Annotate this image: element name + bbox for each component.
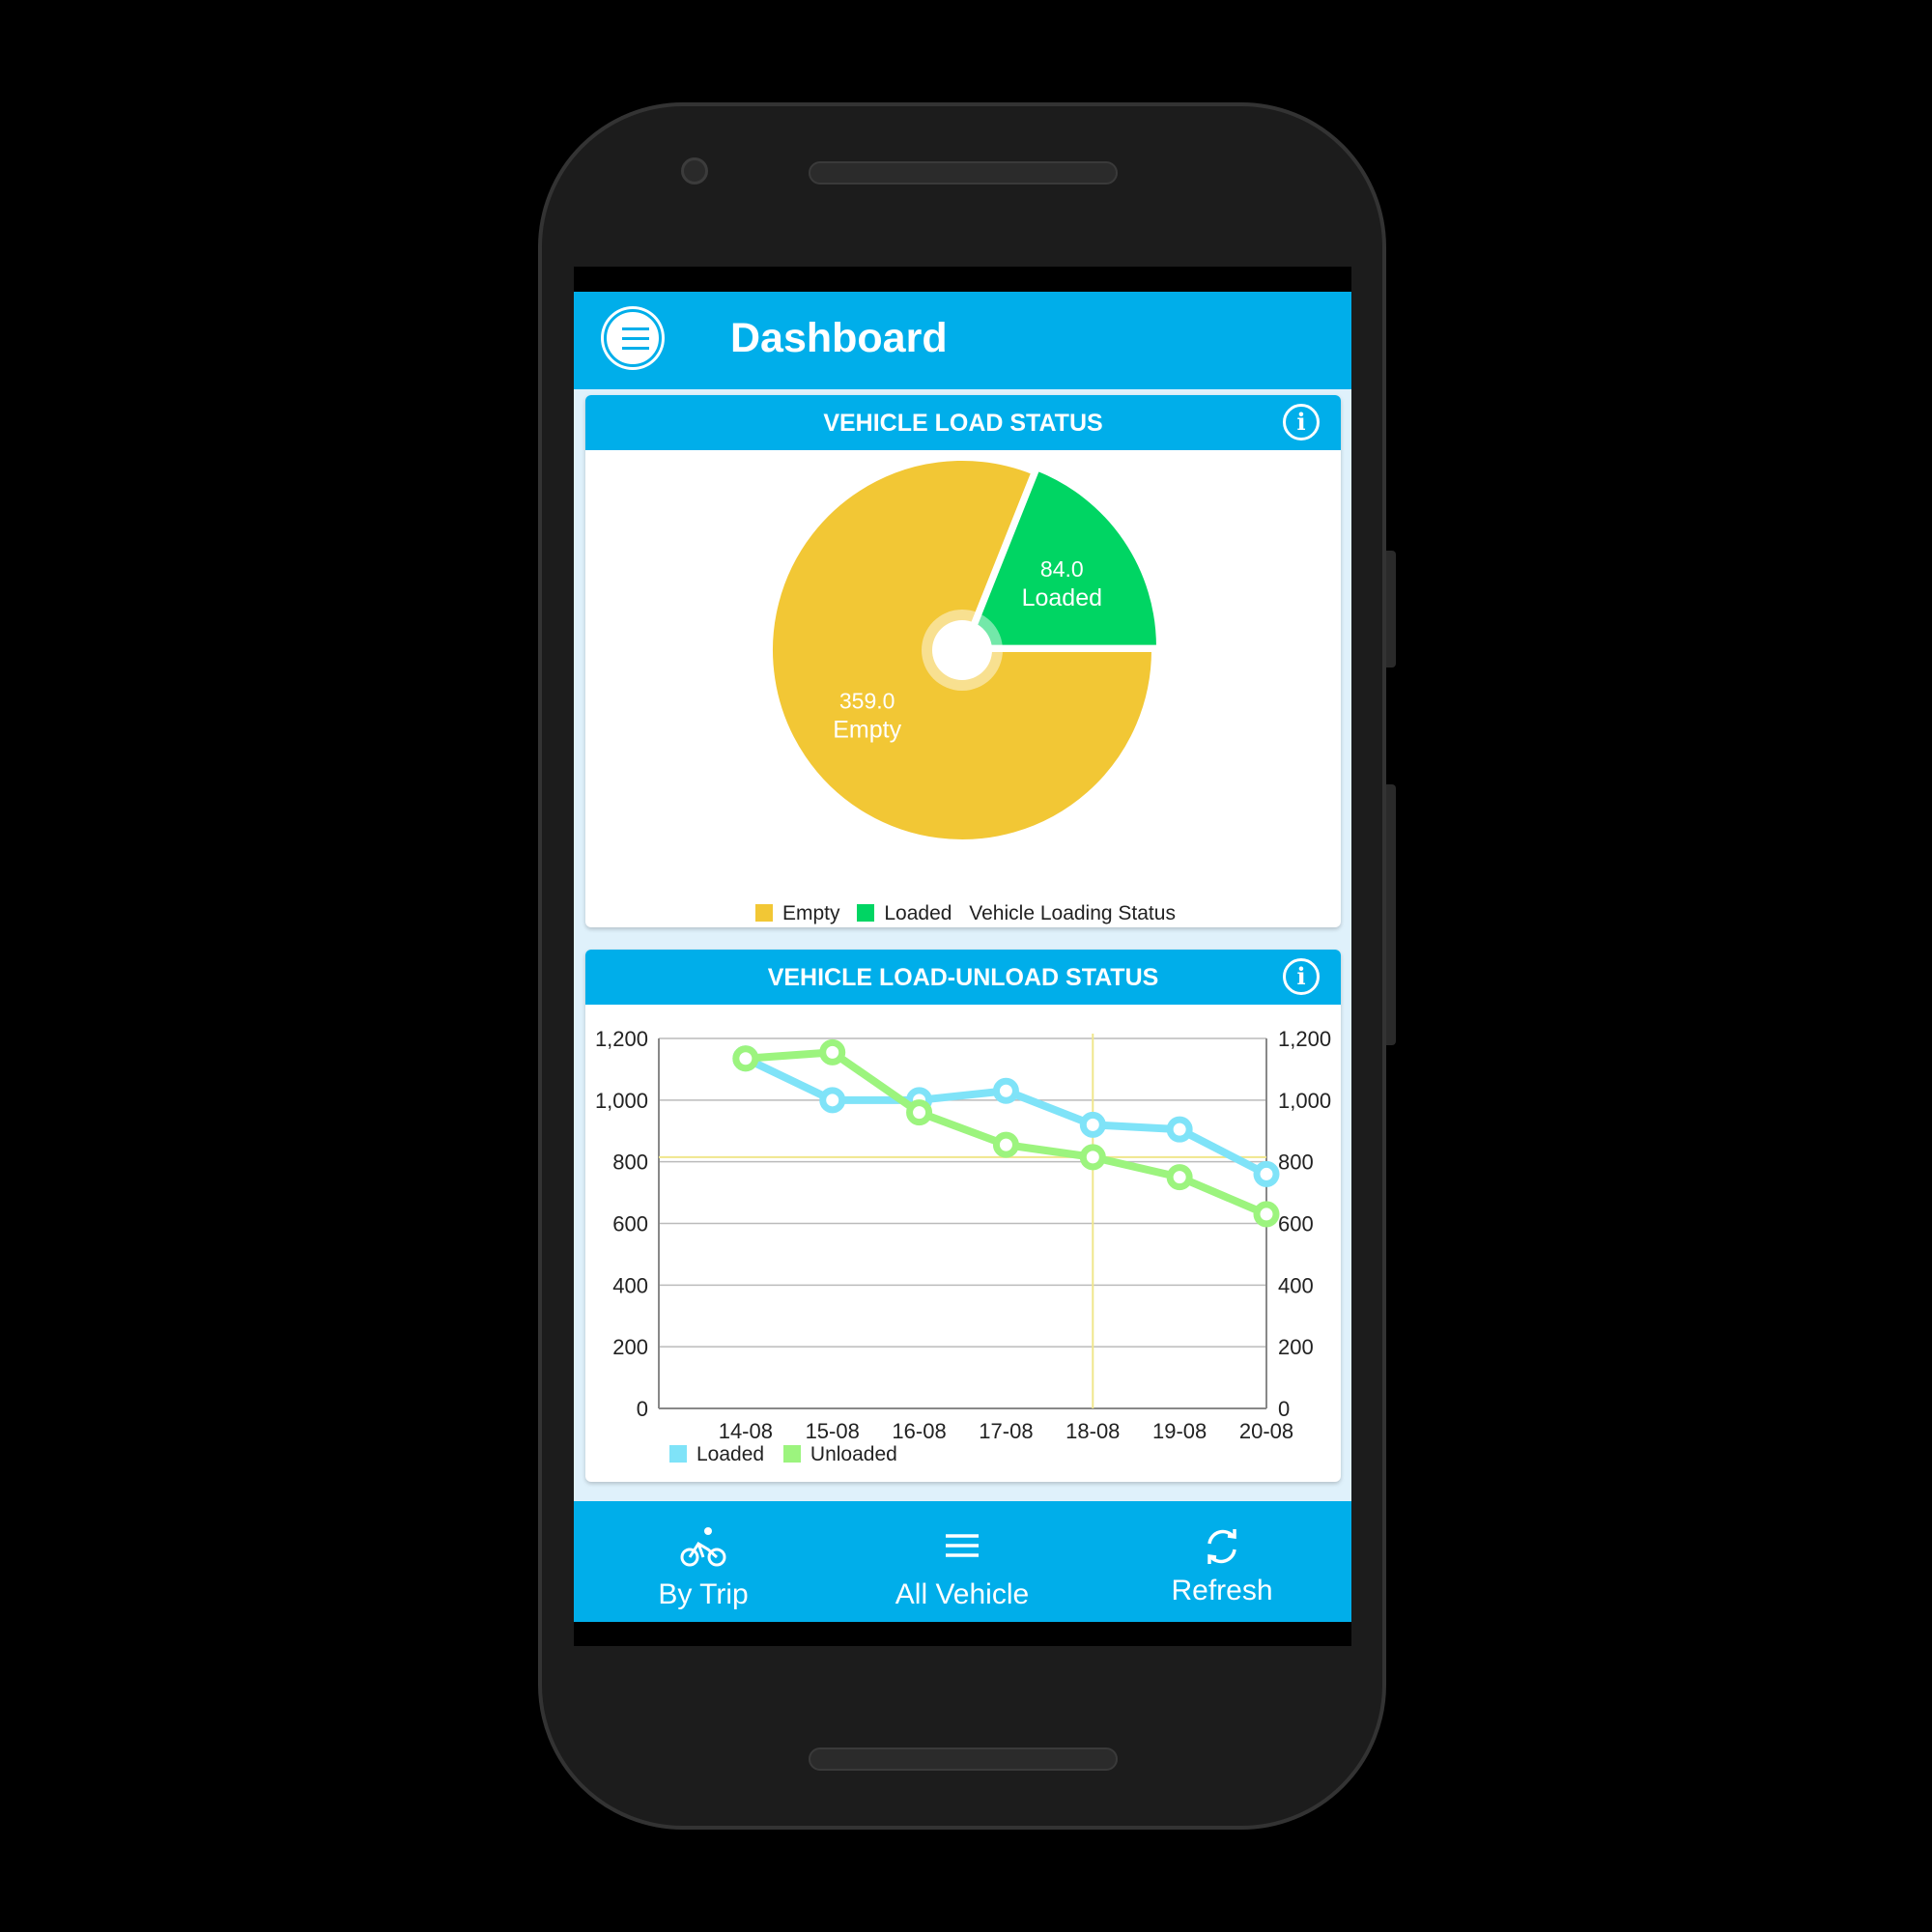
- app-bar: Dashboard: [574, 292, 1351, 389]
- pie-slice-loaded: [964, 467, 1160, 649]
- vehicle-load-status-card: VEHICLE LOAD STATUS i 84.0 Loaded 359.0 Emp…: [585, 395, 1341, 927]
- y-tick-right: 400: [1278, 1273, 1314, 1297]
- y-tick-left: 1,000: [595, 1089, 648, 1113]
- line-chart: 0 0 200 200 400 400 600 600 800 800 1,000 1,000 1,20…: [595, 1027, 1331, 1443]
- data-point-unloaded: [1079, 1144, 1106, 1171]
- nav-label: Refresh: [1171, 1575, 1273, 1606]
- legend-description: Vehicle Loading Status: [969, 902, 1176, 924]
- refresh-icon: [1208, 1529, 1236, 1564]
- data-point-unloaded: [1253, 1201, 1280, 1228]
- front-camera: [681, 157, 708, 185]
- y-tick-left: 1,200: [595, 1027, 648, 1051]
- x-tick: 15-08: [806, 1419, 860, 1443]
- info-icon[interactable]: i: [1283, 958, 1320, 995]
- y-tick-left: 0: [637, 1397, 648, 1421]
- screen: Dashboard VEHICLE LOAD STATUS i 84.0 Load…: [574, 267, 1351, 1646]
- x-tick: 19-08: [1152, 1419, 1207, 1443]
- pie-value-label: 84.0: [1040, 556, 1084, 582]
- data-point-loaded: [1079, 1111, 1106, 1138]
- legend-swatch-loaded: [857, 904, 875, 922]
- data-point-unloaded: [1166, 1164, 1193, 1191]
- bicycle-icon: [680, 1527, 726, 1567]
- menu-button[interactable]: [604, 309, 662, 367]
- x-tick: 17-08: [979, 1419, 1033, 1443]
- x-tick: 20-08: [1239, 1419, 1293, 1443]
- status-bar: [574, 267, 1351, 292]
- y-tick-left: 200: [612, 1335, 648, 1359]
- bottom-nav: By Trip All Vehicle Refresh: [574, 1501, 1351, 1622]
- y-tick-right: 200: [1278, 1335, 1314, 1359]
- y-tick-left: 600: [612, 1212, 648, 1236]
- bottom-speaker: [809, 1747, 1118, 1771]
- pie-hole: [932, 620, 992, 680]
- x-tick: 16-08: [892, 1419, 946, 1443]
- data-point-unloaded: [819, 1038, 846, 1065]
- data-point-loaded: [992, 1077, 1019, 1104]
- data-point-unloaded: [906, 1099, 933, 1126]
- card-title: VEHICLE LOAD STATUS: [823, 410, 1103, 437]
- nav-all-vehicle[interactable]: All Vehicle: [833, 1501, 1092, 1622]
- legend-swatch-loaded: [669, 1445, 687, 1463]
- legend-swatch-unloaded: [782, 1445, 801, 1463]
- y-tick-right: 800: [1278, 1151, 1314, 1175]
- data-point-loaded: [1253, 1160, 1280, 1187]
- info-icon[interactable]: i: [1283, 404, 1320, 440]
- x-tick: 18-08: [1065, 1419, 1120, 1443]
- card-header: VEHICLE LOAD STATUS i: [585, 395, 1341, 450]
- power-button: [1386, 551, 1396, 668]
- legend-label: Unloaded: [810, 1443, 897, 1465]
- menu-icon: [622, 327, 649, 330]
- pie-slice-label: Loaded: [1022, 584, 1102, 611]
- y-tick-left: 400: [612, 1273, 648, 1297]
- pie-value-label: 359.0: [839, 689, 895, 714]
- legend-swatch-empty: [755, 904, 773, 922]
- nav-refresh[interactable]: Refresh: [1093, 1501, 1351, 1622]
- top-speaker: [809, 161, 1118, 185]
- card-header: VEHICLE LOAD-UNLOAD STATUS i: [585, 950, 1341, 1005]
- nav-by-trip[interactable]: By Trip: [574, 1501, 833, 1622]
- x-tick: 14-08: [719, 1419, 773, 1443]
- card-title: VEHICLE LOAD-UNLOAD STATUS: [767, 964, 1159, 991]
- y-tick-right: 600: [1278, 1212, 1314, 1236]
- nav-bar-spacer: [574, 1622, 1351, 1646]
- data-point-unloaded: [992, 1131, 1019, 1158]
- data-point-unloaded: [732, 1045, 759, 1072]
- y-tick-right: 0: [1278, 1397, 1290, 1421]
- y-tick-right: 1,000: [1278, 1089, 1331, 1113]
- nav-label: All Vehicle: [895, 1578, 1030, 1610]
- menu-icon-line: [622, 347, 649, 350]
- menu-icon-line: [622, 337, 649, 340]
- data-point-loaded: [1166, 1116, 1193, 1143]
- page-title: Dashboard: [730, 315, 948, 361]
- line-legend: Loaded Unloaded: [669, 1443, 897, 1466]
- legend-label: Loaded: [884, 902, 952, 924]
- legend-label: Loaded: [696, 1443, 765, 1465]
- y-tick-right: 1,200: [1278, 1027, 1331, 1051]
- vehicle-load-unload-card: VEHICLE LOAD-UNLOAD STATUS i 0 0 200 200 400…: [585, 950, 1341, 1482]
- volume-button: [1386, 784, 1396, 1045]
- pie-legend: Empty Loaded Vehicle Loading Status: [755, 902, 1176, 925]
- data-point-loaded: [819, 1087, 846, 1114]
- legend-label: Empty: [782, 902, 840, 924]
- list-icon: [946, 1534, 979, 1557]
- nav-label: By Trip: [658, 1578, 749, 1610]
- y-tick-left: 800: [612, 1151, 648, 1175]
- pie-slice-label: Empty: [833, 717, 901, 744]
